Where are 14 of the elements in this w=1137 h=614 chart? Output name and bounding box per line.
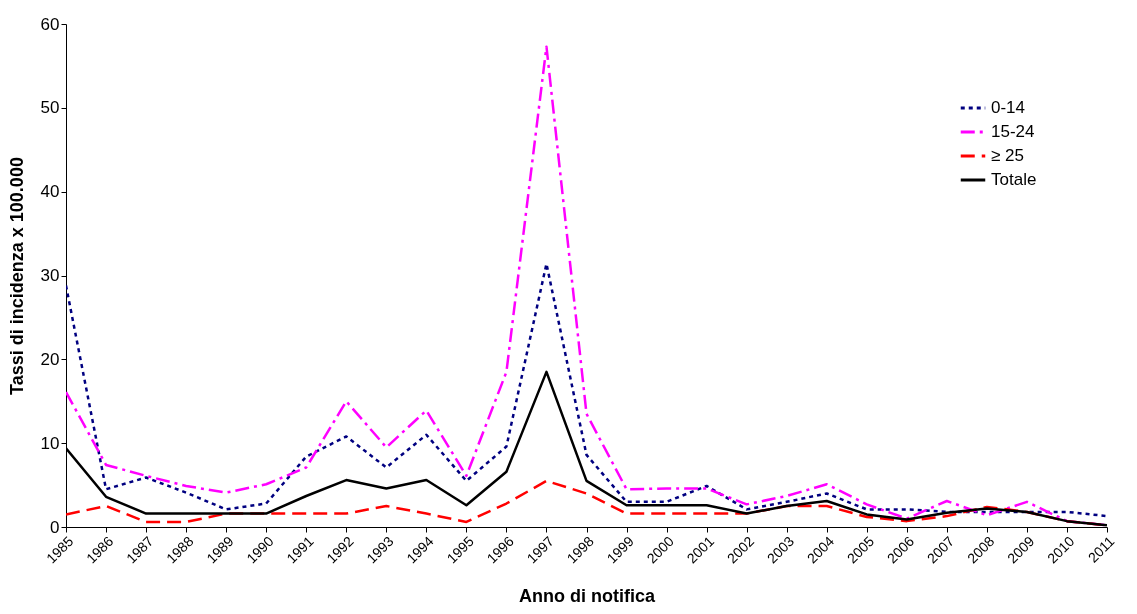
y-tick-label: 0 (50, 517, 60, 537)
line-series (66, 262, 1107, 518)
y-axis-title: Tassi di incidenza x 100.000 (6, 157, 27, 395)
y-tick-label: 20 (40, 349, 60, 369)
legend-label: 15-24 (991, 122, 1035, 141)
y-tick-label: 60 (40, 14, 60, 34)
legend-label: ≥ 25 (991, 146, 1024, 165)
x-axis-title: Anno di notifica (519, 586, 656, 607)
y-tick-label: 10 (40, 433, 60, 453)
y-tick-label: 50 (40, 98, 60, 118)
legend-label: 0-14 (991, 98, 1026, 117)
y-tick-label: 30 (40, 266, 60, 285)
legend-label: Totale (991, 170, 1037, 189)
y-tick-label: 40 (40, 182, 60, 202)
